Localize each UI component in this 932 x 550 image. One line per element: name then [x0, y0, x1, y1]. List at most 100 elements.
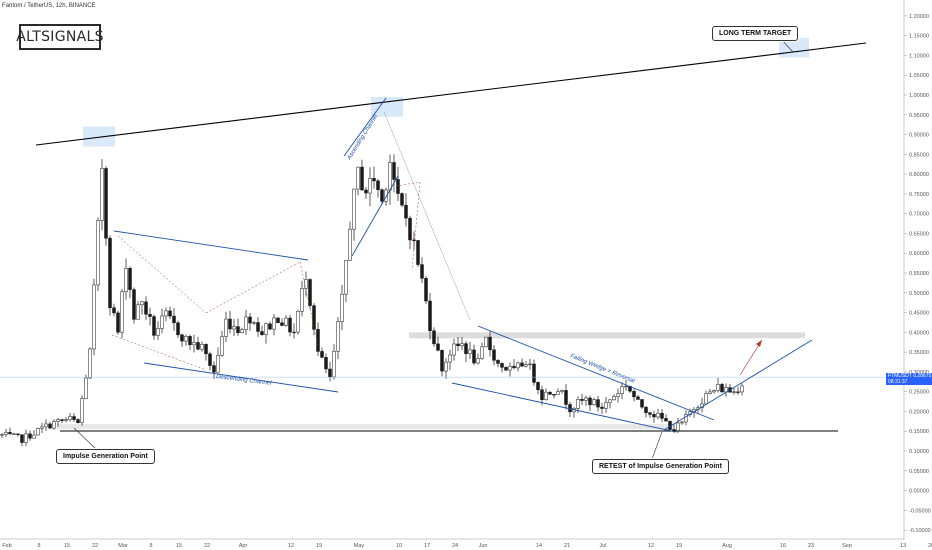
- candle-down: [360, 166, 364, 191]
- ascending-channel-lower: [351, 175, 399, 257]
- candle-down: [412, 239, 416, 242]
- candle-up: [452, 343, 456, 356]
- candle-down: [588, 397, 592, 406]
- candle-down: [488, 336, 492, 351]
- candle-up: [684, 414, 688, 423]
- time-tick-label: Jun: [479, 543, 488, 549]
- chart-header: Fantom / TetherUS, 12h, BINANCE: [2, 3, 96, 9]
- candle-down: [396, 179, 400, 194]
- candle-up: [508, 365, 512, 371]
- candle-down: [212, 365, 216, 373]
- candle-up: [384, 189, 388, 202]
- candle-down: [424, 278, 428, 302]
- price-tick-label: 1.05000: [909, 73, 929, 79]
- candle-up: [476, 358, 480, 364]
- last-price-tag: FTMUSDT 0.28675 08:31:37: [886, 373, 932, 386]
- candle-down: [548, 391, 552, 395]
- candle-up: [484, 336, 488, 348]
- dashed-zigzag-4: [111, 334, 207, 371]
- time-tick-label: Mar: [118, 543, 128, 549]
- candle-up: [120, 291, 124, 333]
- candle-up: [348, 228, 352, 261]
- price-tick-label: 0.65000: [909, 231, 929, 237]
- candle-up: [224, 318, 228, 337]
- candle-up: [200, 344, 204, 350]
- candle-down: [492, 349, 496, 361]
- candle-up: [220, 336, 224, 356]
- candle-up: [84, 377, 88, 399]
- retest-pointer: [651, 431, 663, 460]
- candle-up: [232, 326, 236, 330]
- price-tag-value: 0.28675: [913, 373, 932, 380]
- time-tick-label: 12: [648, 543, 654, 549]
- candle-down: [48, 423, 52, 429]
- time-tick-label: 22: [92, 543, 98, 549]
- price-tick-label: 0.70000: [909, 212, 929, 218]
- candle-up: [92, 284, 96, 350]
- price-tick-label: 0.95000: [909, 113, 929, 119]
- ascending-channel-text: Ascending Channel: [346, 113, 380, 162]
- time-tick-label: 13: [900, 543, 906, 549]
- candle-down: [148, 314, 152, 317]
- candle-down: [564, 390, 568, 405]
- time-tick-label: 16: [780, 543, 786, 549]
- candle-up: [284, 317, 288, 326]
- dashed-zigzag-5: [395, 181, 421, 187]
- candle-up: [272, 317, 276, 330]
- candle-down: [28, 433, 32, 439]
- time-tick-label: 15: [176, 543, 182, 549]
- descending-channel-text: Descending Channel: [216, 374, 273, 387]
- time-tick-label: 8: [37, 543, 40, 549]
- candle-up: [96, 220, 100, 286]
- candle-up: [32, 434, 36, 439]
- dashed-zigzag-6: [411, 181, 421, 271]
- candle-down: [520, 362, 524, 367]
- candle-down: [72, 416, 76, 420]
- candle-up: [56, 419, 60, 422]
- impulse-pointer: [73, 427, 97, 450]
- candle-up: [604, 402, 608, 409]
- candle-down: [464, 343, 468, 355]
- price-tick-label: 0.30000: [909, 370, 929, 376]
- candle-down: [400, 193, 404, 206]
- candle-up: [584, 397, 588, 401]
- ascending-channel-upper: [343, 97, 387, 157]
- candle-up: [344, 260, 348, 295]
- candle-down: [16, 433, 20, 435]
- time-tick-label: 22: [204, 543, 210, 549]
- time-tick-label: 12: [288, 543, 294, 549]
- candle-down: [316, 329, 320, 352]
- candle-down: [196, 342, 200, 350]
- candle-up: [340, 293, 344, 322]
- candle-up: [68, 416, 72, 420]
- projection-arrowhead: [756, 340, 762, 347]
- price-tick-label: 0.20000: [909, 409, 929, 415]
- candle-up: [336, 321, 340, 352]
- candle-down: [392, 162, 396, 180]
- time-tick-label: 8: [149, 543, 152, 549]
- candle-down: [260, 331, 264, 335]
- candle-down: [168, 310, 172, 317]
- candle-up: [80, 398, 84, 423]
- candle-down: [376, 180, 380, 190]
- candle-up: [24, 433, 28, 443]
- price-tick-label: 0.15000: [909, 429, 929, 435]
- candle-down: [536, 382, 540, 391]
- time-tick-label: 23: [808, 543, 814, 549]
- candle-down: [644, 406, 648, 413]
- candle-up: [712, 390, 716, 393]
- candle-up: [156, 328, 160, 336]
- candle-up: [296, 310, 300, 333]
- candle-up: [608, 399, 612, 403]
- candle-up: [556, 391, 560, 395]
- price-tag-symbol: FTMUSDT: [888, 373, 912, 380]
- time-tick-label: 24: [452, 543, 458, 549]
- candle-up: [708, 391, 712, 394]
- candle-down: [236, 326, 240, 334]
- candle-down: [552, 394, 556, 396]
- candle-down: [408, 217, 412, 241]
- time-tick-label: Jul: [599, 543, 606, 549]
- impulse-point-label: Impulse Generation Point: [56, 449, 155, 464]
- descending-channel-lower: [143, 362, 339, 393]
- resistance-zone: [409, 332, 805, 339]
